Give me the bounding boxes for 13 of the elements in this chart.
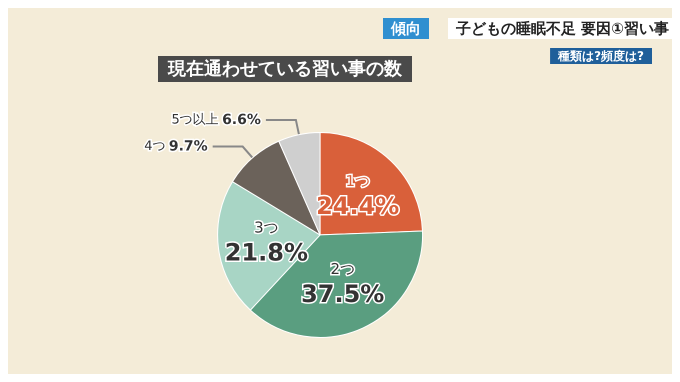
chart-title: 現在通わせている習い事の数 bbox=[167, 58, 403, 80]
text: 種類は?頻度は? bbox=[557, 49, 644, 63]
data-label: 6.6% bbox=[222, 112, 261, 128]
data-label: 37.5% bbox=[301, 280, 384, 308]
slice-label: 4つ bbox=[144, 139, 166, 154]
text: 子どもの睡眠不足 要因①習い事 bbox=[455, 20, 669, 38]
slice-label: 2つ bbox=[330, 260, 355, 278]
slice-label: 1つ bbox=[345, 172, 370, 190]
slice-label: 3つ bbox=[254, 218, 279, 236]
slice-label: 5つ以上 bbox=[171, 112, 219, 128]
text: 傾向 bbox=[390, 20, 421, 38]
data-label: 9.7% bbox=[168, 138, 208, 155]
data-label: 21.8% bbox=[224, 238, 308, 266]
